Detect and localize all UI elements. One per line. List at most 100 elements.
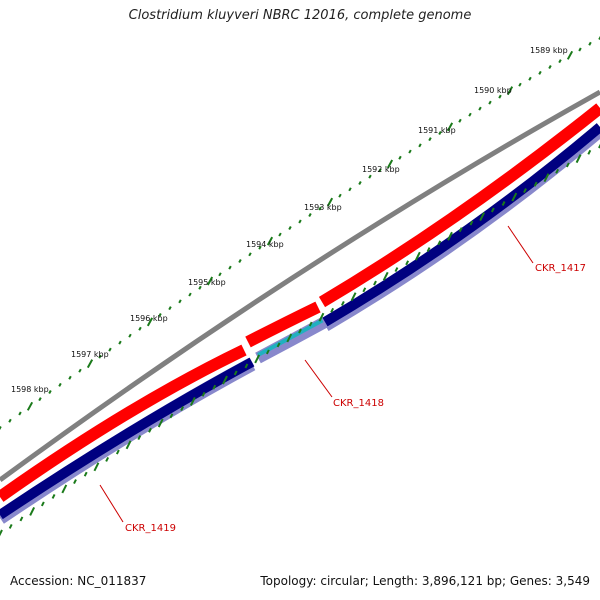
ruler-minor-tick (418, 143, 422, 148)
ruler-major-tick (146, 317, 154, 327)
ruler-minor-tick (398, 155, 402, 160)
inner-minor-tick (115, 449, 120, 455)
inner-major-tick (543, 173, 550, 183)
ruler-minor-tick (168, 306, 172, 311)
kbp-label: 1591 kbp (418, 126, 456, 135)
ruler-minor-tick (488, 100, 492, 105)
kbp-label: 1592 kbp (362, 165, 400, 174)
ruler-minor-tick (198, 285, 202, 290)
accession-text: Accession: NC_011837 (10, 574, 147, 588)
ruler-minor-tick (8, 418, 12, 423)
inner-minor-tick (565, 162, 570, 168)
kbp-label: 1593 kbp (304, 203, 342, 212)
cds-ckr-1419-reverse (0, 357, 255, 520)
inner-minor-tick (340, 301, 345, 306)
inner-minor-tick (426, 247, 431, 252)
ruler-minor-tick (78, 368, 82, 373)
ruler-minor-tick (98, 354, 102, 359)
inner-major-tick (29, 506, 36, 516)
inner-minor-tick (8, 523, 13, 529)
callout-line-ckr-1418 (304, 359, 333, 398)
inner-major-tick (61, 484, 68, 494)
kbp-label: 1589 kbp (530, 46, 568, 55)
inner-major-tick (350, 292, 357, 302)
ruler-minor-tick (408, 149, 412, 154)
inner-minor-tick (373, 280, 377, 286)
inner-minor-tick (298, 328, 302, 334)
gene-label-ckr-1419: CKR_1419 (125, 523, 176, 534)
cds-ckr-1417-reverse (322, 123, 600, 327)
inner-minor-tick (180, 406, 185, 412)
ruler-minor-tick (178, 299, 182, 304)
ruler-minor-tick (298, 219, 302, 224)
inner-minor-tick (533, 181, 538, 187)
ruler-minor-tick (308, 213, 312, 217)
ruler-minor-tick (368, 174, 372, 179)
ruler-minor-tick (548, 65, 552, 69)
ruler-minor-tick (578, 47, 582, 52)
inner-minor-tick (469, 220, 474, 226)
inner-major-tick (447, 231, 453, 241)
inner-major-tick (511, 192, 518, 202)
ruler-minor-tick (338, 193, 342, 198)
ruler-minor-tick (498, 94, 502, 99)
feature-ckr-1418-small (257, 317, 326, 357)
ruler-minor-tick (278, 232, 282, 237)
inner-minor-tick (265, 349, 270, 355)
genome-summary-text: Topology: circular; Length: 3,896,121 bp… (260, 574, 590, 588)
inner-major-tick (222, 375, 228, 385)
ruler-minor-tick (428, 137, 432, 142)
ruler-minor-tick (348, 187, 352, 192)
inner-minor-tick (233, 370, 238, 376)
kbp-label: 1596 kbp (130, 314, 168, 323)
inner-minor-tick (330, 307, 335, 313)
inner-minor-tick (490, 207, 495, 213)
ruler-minor-tick (18, 411, 22, 416)
inner-minor-tick (598, 143, 600, 149)
ruler-minor-tick (48, 390, 52, 394)
inner-minor-tick (394, 267, 399, 273)
inner-major-tick (93, 462, 100, 472)
inner-minor-tick (169, 413, 174, 419)
ruler-minor-tick (598, 36, 600, 40)
inner-minor-tick (73, 479, 77, 485)
cds-ckr-1417-forward (318, 103, 600, 308)
ruler-major-tick (506, 86, 514, 96)
inner-minor-tick (405, 260, 410, 266)
inner-minor-tick (201, 391, 206, 397)
ruler-major-tick (26, 401, 34, 411)
inner-minor-tick (501, 201, 506, 206)
inner-minor-tick (523, 188, 527, 194)
inner-minor-tick (308, 321, 313, 327)
ruler-minor-tick (558, 59, 562, 64)
inner-minor-tick (555, 168, 560, 174)
kbp-label: 1594 kbp (246, 240, 284, 249)
ruler-minor-tick (258, 245, 262, 250)
outer-ruler (0, 36, 600, 430)
ruler-minor-tick (438, 131, 442, 135)
gene-label-ckr-1417: CKR_1417 (535, 263, 586, 274)
ruler-minor-tick (58, 382, 62, 387)
inner-major-tick (254, 354, 261, 364)
ruler-minor-tick (108, 347, 112, 352)
inner-major-tick (479, 212, 486, 221)
inner-major-tick (414, 251, 421, 261)
kbp-label: 1590 kbp (474, 86, 512, 95)
inner-major-tick (125, 440, 132, 450)
ruler-minor-tick (248, 252, 252, 257)
inner-minor-tick (244, 363, 249, 369)
backbone-track (0, 89, 600, 483)
ruler-minor-tick (538, 70, 542, 75)
callout-line-ckr-1419 (99, 484, 124, 523)
ruler-minor-tick (378, 168, 382, 173)
inner-minor-tick (276, 342, 281, 348)
ruler-minor-tick (478, 106, 482, 111)
inner-minor-tick (105, 456, 110, 462)
inner-major-tick (575, 154, 582, 164)
ruler-major-tick (446, 122, 454, 132)
ruler-major-tick (386, 159, 394, 169)
ruler-minor-tick (458, 118, 462, 123)
ruler-minor-tick (468, 112, 472, 117)
ruler-major-tick (566, 50, 574, 60)
kbp-label: 1598 kbp (11, 385, 49, 394)
